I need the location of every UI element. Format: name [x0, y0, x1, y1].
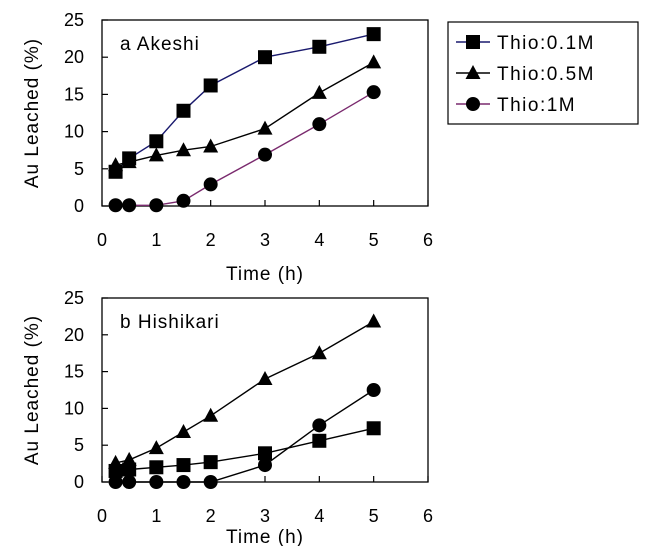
panel-a-xtick-label: 2 — [206, 230, 216, 250]
panel-a-data-point-circle — [176, 193, 191, 208]
legend-label-square: Thio:0.1M — [497, 33, 595, 54]
panel-a-xtick-label: 6 — [423, 230, 433, 250]
panel-a-data-point-circle — [312, 117, 327, 132]
panel-b-data-point-triangle — [311, 345, 327, 360]
panel-b-ytick-label: 15 — [64, 362, 84, 382]
panel-b-ytick-label: 10 — [64, 398, 84, 418]
panel-b-data-point-triangle — [121, 451, 137, 466]
panel-a-ytick-label: 0 — [74, 196, 84, 216]
panel-b-xtick-label: 4 — [314, 506, 324, 526]
panel-a-data-point-circle — [258, 147, 272, 162]
panel-b-data-point-circle — [176, 475, 191, 489]
panel-a-data-point-square — [203, 78, 218, 93]
legend-label-triangle: Thio:0.5M — [497, 64, 595, 85]
panel-b-data-point-triangle — [366, 313, 382, 328]
legend-label-circle: Thio:1M — [497, 95, 576, 116]
panel-b-data-point-circle — [122, 475, 137, 489]
panel-a-xtick-label: 3 — [260, 230, 270, 250]
panel-b-data-point-circle — [149, 475, 164, 489]
panel-b-data-point-circle — [258, 458, 272, 473]
panel-a-data-point-triangle — [176, 142, 191, 157]
panel-b-x-axis-label: Time (h) — [226, 527, 304, 546]
panel-b-xtick-label: 3 — [260, 506, 270, 526]
panel-b-data-point-square — [366, 421, 381, 436]
panel-b-xtick-label: 5 — [369, 506, 379, 526]
panel-b-data-point-circle — [203, 475, 218, 489]
panel-b-data-point-square — [176, 458, 191, 473]
panel-b-data-point-square — [312, 433, 327, 448]
panel-b-ytick-label: 0 — [74, 472, 84, 492]
panel-a-ytick-label: 15 — [64, 84, 84, 104]
panel-a-data-point-circle — [203, 177, 218, 192]
legend-marker-circle — [466, 97, 480, 111]
panel-a-data-point-triangle — [366, 54, 382, 69]
panel-a-data-point-circle — [149, 198, 164, 213]
panel-a-series-line-circle — [115, 91, 375, 206]
panel-b-xtick-label: 1 — [151, 506, 161, 526]
panel-a-data-point-circle — [366, 85, 381, 100]
panel-b-data-point-triangle — [203, 407, 219, 422]
panel-a-ytick-label: 25 — [64, 10, 84, 30]
legend-marker-square — [466, 35, 480, 49]
panel-a-y-axis-label: Au Leached (%) — [22, 38, 43, 188]
panel-b-data-point-square — [203, 455, 218, 470]
panel-a-data-point-square — [312, 39, 327, 54]
panel-b-data-point-square — [122, 462, 137, 477]
panel-b-xtick-label: 6 — [423, 506, 433, 526]
panel-a-chart: 0 5 10 15 20 25 0 1 2 3 4 5 6 Time (h) Au Leached (%) a… — [22, 10, 433, 285]
panel-a-data-point-triangle — [121, 154, 137, 169]
panel-a-x-axis-label: Time (h) — [226, 264, 304, 285]
panel-a-data-point-square — [258, 50, 272, 65]
panel-b-ytick-label: 5 — [74, 435, 84, 455]
panel-b-data-point-circle — [312, 418, 327, 433]
panel-a-data-point-triangle — [203, 138, 219, 153]
panel-a-ytick-label: 5 — [74, 159, 84, 179]
panel-b-ytick-label: 25 — [64, 288, 84, 308]
panel-b-data-point-triangle — [257, 370, 273, 385]
panel-a-data-point-square — [366, 27, 381, 42]
panel-a-data-point-triangle — [108, 157, 124, 172]
panel-a-data-point-square — [149, 134, 164, 149]
panel-b-series-line-triangle — [115, 320, 375, 464]
panel-b-data-point-triangle — [108, 454, 124, 469]
panel-b-data-point-triangle — [148, 440, 164, 455]
panel-a-panel-label: a Akeshi — [120, 34, 200, 55]
panel-b-data-point-triangle — [176, 423, 191, 438]
panel-a-data-point-triangle — [257, 120, 273, 135]
panel-b-xtick-label: 0 — [97, 506, 107, 526]
panel-a-xtick-label: 5 — [369, 230, 379, 250]
panel-b-y-axis-label: Au Leached (%) — [22, 315, 43, 465]
panel-a-data-point-triangle — [148, 147, 164, 162]
panel-b-chart: 0 5 10 15 20 25 0 1 2 3 4 5 6 Time (h) Au Leached (%) b… — [22, 288, 433, 546]
panel-b-xtick-label: 2 — [206, 506, 216, 526]
panel-a-data-point-triangle — [311, 84, 327, 99]
panel-a-ytick-label: 10 — [64, 122, 84, 142]
panel-a-data-point-square — [176, 103, 191, 118]
panel-a-xtick-label: 1 — [151, 230, 161, 250]
panel-b-data-point-circle — [366, 383, 381, 397]
panel-a-data-point-circle — [122, 198, 137, 213]
panel-a-xtick-label: 0 — [97, 230, 107, 250]
panel-b-data-point-square — [258, 446, 272, 461]
legend-marker-triangle — [465, 65, 481, 79]
panel-b-ytick-label: 20 — [64, 325, 84, 345]
panel-b-panel-label: b Hishikari — [120, 312, 220, 333]
panel-b-data-point-square — [149, 460, 164, 475]
panel-a-ytick-label: 20 — [64, 47, 84, 67]
panel-b-data-point-circle — [108, 475, 123, 489]
panel-a-xtick-label: 4 — [314, 230, 324, 250]
panel-a-series-line-triangle — [115, 61, 375, 166]
panel-a-data-point-circle — [108, 198, 123, 213]
legend: Thio:0.1M Thio:0.5M Thio:1M — [447, 21, 639, 125]
